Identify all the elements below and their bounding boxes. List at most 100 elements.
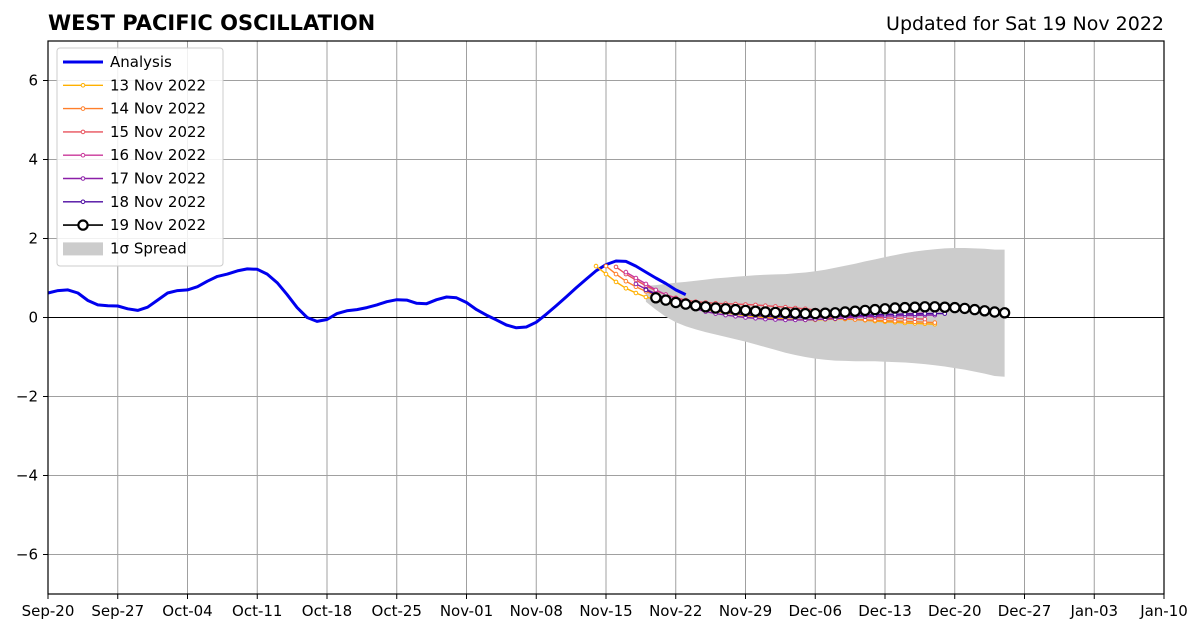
forecast-point xyxy=(799,307,812,320)
forecast-point xyxy=(929,301,941,313)
forecast-point xyxy=(932,320,938,325)
forecast-point xyxy=(779,307,792,319)
legend-entry: 15 Nov 2022 xyxy=(63,123,206,141)
forecast-point xyxy=(949,301,961,314)
legend-box xyxy=(56,47,224,267)
y-tick-label: 6 xyxy=(28,72,38,90)
forecast-point xyxy=(699,301,712,313)
forecast-point xyxy=(613,271,619,277)
forecast-point xyxy=(909,301,921,313)
legend-label: 18 Nov 2022 xyxy=(110,193,206,211)
x-tick-label: Nov-29 xyxy=(719,602,772,620)
forecast-point xyxy=(603,271,609,277)
legend-label: 19 Nov 2022 xyxy=(110,216,206,234)
y-tick-label: 2 xyxy=(28,230,38,248)
forecast-point xyxy=(789,307,802,319)
legend-marker xyxy=(77,219,89,231)
legend-entry: Analysis xyxy=(63,53,172,71)
forecast-point xyxy=(623,269,629,275)
forecast-point xyxy=(849,305,861,317)
forecast-point xyxy=(680,298,692,310)
legend-entry: 18 Nov 2022 xyxy=(63,193,206,211)
forecast-point xyxy=(969,303,981,316)
forecast-point xyxy=(939,301,951,313)
x-tick-label: Dec-27 xyxy=(998,602,1052,620)
x-tick-label: Oct-18 xyxy=(302,602,352,620)
forecast-point xyxy=(623,286,629,291)
series-0 xyxy=(47,259,687,330)
x-tick-label: Nov-01 xyxy=(440,602,493,620)
forecast-point xyxy=(633,290,639,296)
x-tick-label: Jan-10 xyxy=(1139,602,1188,620)
forecast-point xyxy=(899,301,911,314)
forecast-point xyxy=(719,303,732,315)
forecast-point xyxy=(978,305,991,317)
legend-entry: 19 Nov 2022 xyxy=(63,216,206,234)
axes: Sep-20 Sep-27 Oct-04 Oct-11 Oct-18 Oct-25 Nov-… xyxy=(16,40,1188,620)
forecast-point xyxy=(879,303,891,315)
series-group xyxy=(47,259,1011,330)
forecast-point xyxy=(729,303,742,316)
x-tick-label: Oct-25 xyxy=(372,602,422,620)
x-tick-label: Jan-03 xyxy=(1069,602,1118,620)
legend: Analysis 13 Nov 2022 14 Nov 2022 15 Nov 202… xyxy=(56,47,224,267)
forecast-point xyxy=(829,307,841,319)
y-tick-label: 4 xyxy=(28,151,38,169)
forecast-point xyxy=(959,302,971,315)
chart-title: WEST PACIFIC OSCILLATION xyxy=(48,11,375,35)
x-tick-label: Dec-13 xyxy=(858,602,912,620)
y-tick-label: −6 xyxy=(16,546,38,564)
x-tick-label: Nov-22 xyxy=(649,602,702,620)
legend-label: 14 Nov 2022 xyxy=(110,100,206,118)
forecast-point xyxy=(613,279,619,285)
forecast-point xyxy=(690,300,702,312)
legend-label: 15 Nov 2022 xyxy=(110,123,206,141)
legend-marker xyxy=(80,83,86,88)
forecast-point xyxy=(998,307,1011,319)
forecast-point xyxy=(889,302,901,314)
y-tick-label: −4 xyxy=(16,467,38,485)
forecast-point xyxy=(650,292,662,304)
chart-subtitle: Updated for Sat 19 Nov 2022 xyxy=(886,13,1164,35)
forecast-point xyxy=(670,296,682,309)
legend-marker xyxy=(80,199,86,205)
legend-entry: 14 Nov 2022 xyxy=(63,100,206,118)
x-tick-label: Dec-20 xyxy=(928,602,982,620)
legend-label: 13 Nov 2022 xyxy=(110,76,206,94)
x-tick-label: Nov-15 xyxy=(579,602,632,620)
series-7 xyxy=(650,292,1011,320)
legend-entry: 13 Nov 2022 xyxy=(63,76,206,94)
forecast-point xyxy=(593,263,599,269)
forecast-point xyxy=(749,305,762,317)
forecast-point xyxy=(633,281,639,287)
forecast-point xyxy=(660,294,672,306)
x-tick-label: Sep-20 xyxy=(22,602,75,620)
legend-marker xyxy=(80,129,86,135)
forecast-point xyxy=(643,281,649,287)
legend-entry: 17 Nov 2022 xyxy=(63,170,206,188)
forecast-point xyxy=(919,301,931,313)
forecast-point xyxy=(769,306,782,319)
forecast-point xyxy=(643,287,649,293)
forecast-point xyxy=(819,307,831,319)
forecast-point xyxy=(988,306,1001,318)
x-tick-label: Oct-04 xyxy=(162,602,212,620)
y-tick-label: 0 xyxy=(28,309,38,327)
forecast-point xyxy=(739,304,752,317)
forecast-point xyxy=(759,306,772,318)
x-tick-label: Nov-08 xyxy=(510,602,563,620)
forecast-point xyxy=(709,302,722,314)
analysis-line xyxy=(47,259,687,330)
forecast-point xyxy=(613,264,619,270)
forecast-point xyxy=(603,263,609,269)
legend-marker xyxy=(80,106,86,111)
forecast-point xyxy=(623,278,629,284)
forecast-point xyxy=(839,306,851,318)
legend-swatch xyxy=(63,242,103,256)
x-tick-label: Dec-06 xyxy=(788,602,842,620)
x-tick-label: Sep-27 xyxy=(91,602,144,620)
forecast-point xyxy=(869,303,881,316)
y-tick-label: −2 xyxy=(16,388,38,406)
forecast-point xyxy=(859,304,871,317)
